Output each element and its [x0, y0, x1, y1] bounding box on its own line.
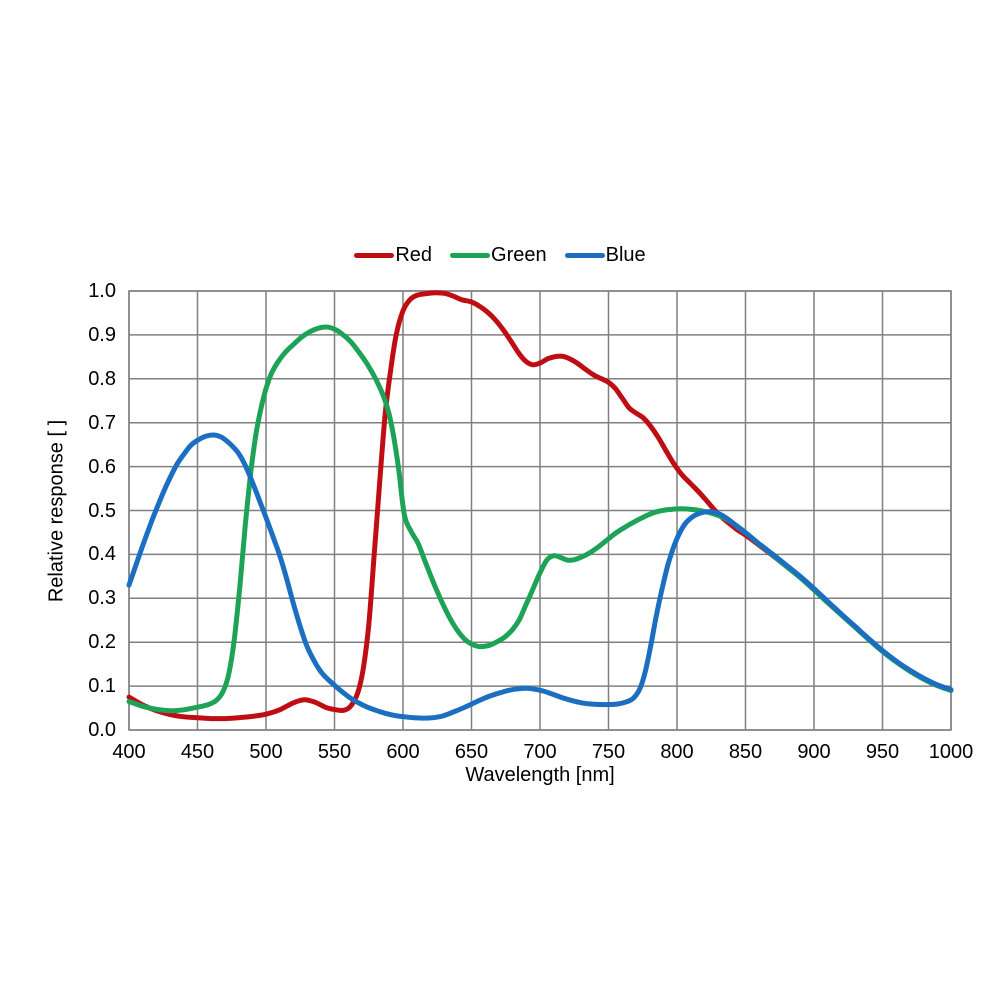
plot-border — [128, 290, 952, 731]
series-line-blue — [126, 432, 954, 721]
x-tick-label: 550 — [317, 741, 352, 763]
y-tick-label: 0.1 — [88, 675, 116, 698]
x-tick-label: 950 — [865, 741, 900, 763]
y-tick-label: 0.3 — [88, 587, 116, 610]
y-tick-label: 0.2 — [88, 631, 116, 654]
legend: Red Green Blue — [0, 243, 1000, 267]
x-tick-label: 700 — [523, 741, 557, 763]
y-tick-label: 0.8 — [88, 367, 116, 390]
x-tick-label: 650 — [454, 741, 489, 763]
legend-item-red: Red — [354, 243, 432, 267]
x-axis-title: Wavelength [nm] — [465, 764, 615, 786]
y-tick-label: 1.0 — [88, 280, 116, 302]
x-tick-label: 800 — [660, 741, 694, 763]
green-line-swatch-icon — [450, 252, 491, 258]
y-tick-label: 0.9 — [88, 323, 116, 346]
blue-line-swatch-icon — [564, 252, 605, 258]
legend-item-blue: Blue — [564, 243, 646, 267]
x-tick-label: 600 — [386, 741, 420, 763]
y-tick-label: 0.0 — [88, 719, 116, 741]
legend-label-green: Green — [491, 244, 547, 266]
x-tick-label: 850 — [728, 741, 763, 763]
x-tick-label: 400 — [112, 741, 146, 763]
legend-label-blue: Blue — [605, 244, 646, 266]
x-tick-label: 1000 — [928, 741, 974, 763]
legend-label-red: Red — [395, 244, 433, 266]
y-tick-label: 0.7 — [88, 411, 116, 434]
y-tick-label: 0.5 — [88, 499, 116, 522]
legend-item-green: Green — [450, 243, 547, 267]
y-tick-label: 0.4 — [88, 543, 116, 566]
x-tick-label: 450 — [180, 741, 215, 763]
x-tick-label: 750 — [591, 741, 626, 763]
red-line-swatch-icon — [354, 252, 395, 258]
y-tick-label: 0.6 — [88, 455, 116, 478]
x-tick-label: 500 — [249, 741, 283, 763]
x-tick-label: 900 — [797, 741, 831, 763]
